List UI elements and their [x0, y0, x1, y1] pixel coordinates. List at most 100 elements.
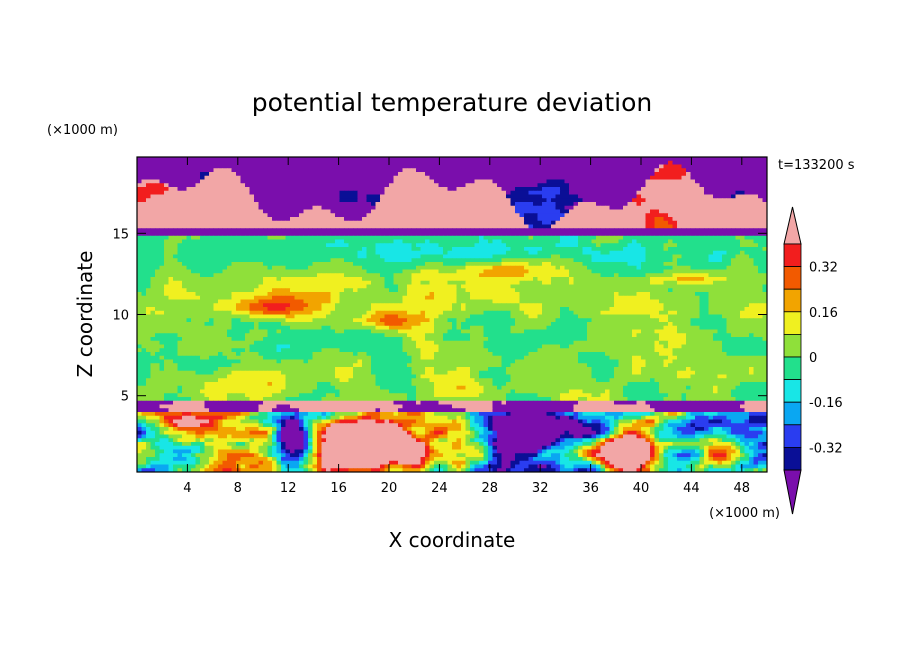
heatmap-cell: [515, 258, 520, 263]
heatmap-cell: [425, 179, 430, 184]
heatmap-cell: [326, 228, 331, 233]
heatmap-cell: [312, 202, 318, 207]
heatmap-cell: [357, 164, 363, 169]
heatmap-cell: [609, 164, 615, 169]
heatmap-cell: [155, 258, 160, 263]
heatmap-cell: [213, 217, 219, 222]
heatmap-cell: [479, 183, 484, 188]
heatmap-cell: [591, 213, 597, 218]
heatmap-cell: [483, 205, 489, 210]
heatmap-cell: [695, 179, 700, 184]
heatmap-cell: [717, 220, 723, 225]
heatmap-cell: [384, 232, 390, 237]
heatmap-cell: [695, 202, 700, 207]
heatmap-cell: [497, 232, 502, 237]
heatmap-cell: [209, 179, 214, 184]
heatmap-cell: [470, 187, 475, 192]
heatmap-cell: [618, 235, 624, 240]
heatmap-cell: [398, 284, 403, 289]
heatmap-cell: [569, 202, 574, 207]
heatmap-cell: [582, 258, 588, 263]
heatmap-cell: [281, 232, 286, 237]
heatmap-cell: [222, 213, 228, 218]
heatmap-cell: [357, 247, 363, 252]
heatmap-cell: [668, 198, 673, 203]
heatmap-cell: [371, 194, 376, 199]
heatmap-cell: [614, 157, 619, 162]
heatmap-cell: [645, 187, 651, 192]
heatmap-cell: [258, 198, 264, 203]
heatmap-cell: [195, 288, 201, 293]
heatmap-cell: [564, 280, 570, 285]
heatmap-cell: [722, 232, 727, 237]
heatmap-cell: [380, 209, 385, 214]
heatmap-cell: [591, 239, 597, 244]
heatmap-cell: [267, 194, 273, 199]
heatmap-cell: [335, 183, 340, 188]
heatmap-cell: [524, 190, 529, 195]
heatmap-cell: [726, 250, 732, 255]
heatmap-cell: [294, 273, 300, 278]
heatmap-cell: [173, 224, 178, 229]
heatmap-cell: [195, 243, 201, 248]
heatmap-cell: [357, 198, 363, 203]
heatmap-cell: [303, 220, 309, 225]
heatmap-cell: [488, 164, 493, 169]
heatmap-cell: [353, 269, 358, 274]
heatmap-cell: [146, 164, 151, 169]
heatmap-cell: [249, 243, 255, 248]
heatmap-cell: [605, 232, 610, 237]
heatmap-cell: [380, 168, 385, 173]
heatmap-cell: [452, 202, 457, 207]
heatmap-cell: [141, 202, 147, 207]
heatmap-cell: [173, 284, 178, 289]
heatmap-cell: [177, 202, 183, 207]
heatmap-cell: [447, 205, 453, 210]
heatmap-cell: [578, 187, 583, 192]
heatmap-cell: [515, 277, 520, 282]
heatmap-cell: [245, 232, 250, 237]
heatmap-cell: [578, 190, 583, 195]
heatmap-cell: [137, 243, 142, 248]
heatmap-cell: [645, 213, 651, 218]
heatmap-cell: [542, 175, 547, 180]
heatmap-cell: [258, 202, 264, 207]
heatmap-cell: [528, 232, 534, 237]
heatmap-cell: [425, 247, 430, 252]
heatmap-cell: [564, 172, 570, 177]
heatmap-cell: [380, 262, 385, 267]
heatmap-cell: [762, 258, 767, 263]
heatmap-cell: [182, 168, 187, 173]
heatmap-cell: [465, 269, 471, 274]
heatmap-cell: [636, 232, 642, 237]
heatmap-cell: [528, 280, 534, 285]
heatmap-cell: [528, 202, 534, 207]
heatmap-cell: [362, 209, 367, 214]
heatmap-cell: [587, 205, 592, 210]
heatmap-cell: [164, 160, 169, 165]
heatmap-cell: [758, 164, 763, 169]
heatmap-cell: [573, 224, 579, 229]
heatmap-cell: [321, 243, 327, 248]
heatmap-cell: [465, 205, 471, 210]
heatmap-cell: [159, 160, 165, 165]
heatmap-cell: [236, 280, 241, 285]
heatmap-cell: [191, 228, 196, 233]
heatmap-cell: [425, 228, 430, 233]
heatmap-cell: [420, 213, 426, 218]
heatmap-cell: [182, 265, 187, 270]
heatmap-cell: [717, 235, 723, 240]
heatmap-cell: [506, 262, 511, 267]
heatmap-cell: [668, 280, 673, 285]
heatmap-cell: [650, 254, 655, 259]
heatmap-cell: [222, 265, 228, 270]
heatmap-cell: [285, 243, 291, 248]
heatmap-cell: [177, 224, 183, 229]
heatmap-cell: [281, 209, 286, 214]
heatmap-cell: [312, 194, 318, 199]
heatmap-cell: [420, 243, 426, 248]
heatmap-cell: [731, 220, 736, 225]
heatmap-cell: [209, 224, 214, 229]
heatmap-cell: [470, 288, 475, 293]
heatmap-cell: [317, 232, 322, 237]
